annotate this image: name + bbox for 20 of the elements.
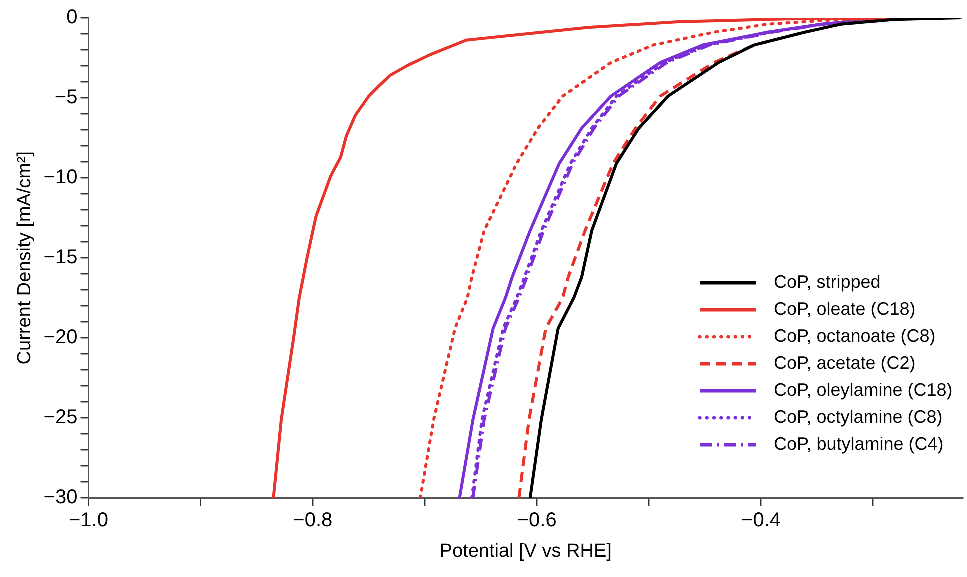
y-tick-label: −5 [54,86,78,109]
y-tick-label: 0 [66,6,78,29]
y-tick-label: −30 [44,486,78,509]
x-tick-label: −1.0 [68,510,108,532]
legend-label: CoP, butylamine (C4) [774,434,944,456]
legend-label: CoP, oleylamine (C18) [774,380,953,402]
y-tick-label: −20 [44,326,78,349]
y-tick-label: −25 [44,406,78,429]
x-tick-label: −0.6 [517,510,557,532]
legend-label: CoP, acetate (C2) [774,353,916,374]
legend-label: CoP, oleate (C18) [774,299,916,320]
y-tick-label: −15 [44,246,78,269]
y-axis-title: Current Density [mA/cm²] [14,151,36,365]
legend-label: CoP, stripped [774,272,881,294]
x-tick-label: −0.4 [742,510,781,532]
legend-label: CoP, octylamine (C8) [774,407,943,428]
x-axis-title: Potential [V vs RHE] [440,540,612,562]
x-tick-label: −0.8 [293,510,333,532]
legend-label: CoP, octanoate (C8) [774,326,936,348]
y-tick-label: −10 [44,166,78,189]
